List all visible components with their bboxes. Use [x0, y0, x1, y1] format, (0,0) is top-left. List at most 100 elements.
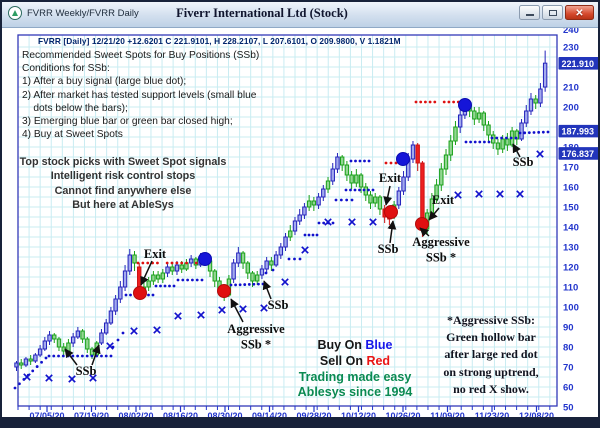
support-dot — [307, 233, 311, 237]
candlestick — [99, 329, 104, 345]
candlestick — [245, 261, 250, 279]
candlestick — [236, 247, 241, 267]
support-dot — [100, 354, 103, 358]
candlestick — [188, 255, 194, 267]
minimize-button[interactable] — [519, 5, 540, 20]
annotation-label: Aggressive — [412, 235, 470, 249]
support-dot — [362, 188, 366, 192]
candlestick — [519, 119, 524, 141]
candlestick — [415, 143, 420, 171]
annotation-label: SSb * — [426, 251, 456, 265]
candlestick — [349, 171, 354, 189]
close-icon: ✕ — [575, 7, 584, 19]
support-dot — [322, 221, 326, 225]
support-dot — [234, 283, 237, 287]
x-axis-label: 08/02/20 — [118, 411, 153, 421]
annotation: Exit — [379, 171, 402, 206]
x-axis-label: 12/08/20 — [519, 411, 554, 421]
ssb-conditions-note: Recommended Sweet Spots for Buy Position… — [22, 49, 259, 141]
candlestick — [325, 177, 331, 193]
stop-x-marker — [260, 304, 268, 312]
support-dot — [350, 198, 354, 202]
candlestick — [85, 337, 90, 353]
annotation: SSb — [262, 280, 288, 312]
y-axis-label: 90 — [563, 323, 574, 334]
support-dot — [271, 268, 275, 272]
aggressive-ssb-line: after large red dot — [444, 347, 538, 362]
candlestick — [354, 169, 359, 187]
support-dot — [186, 278, 190, 282]
x-axis: 07/05/20 07/19/20 08/02/20 08/16/20 08/30/20… — [17, 406, 554, 421]
buy-sell-line: Ablesys since 1994 — [283, 385, 427, 401]
x-axis-label: 10/12/20 — [341, 411, 376, 421]
candlestick — [155, 271, 161, 283]
candlestick — [542, 50, 548, 92]
price-highlight-badge — [558, 56, 598, 70]
candlestick — [28, 355, 33, 365]
resistance-dot — [156, 261, 159, 265]
y-axis-label: 100 — [563, 303, 579, 314]
promo-line: Cannot find anywhere else — [54, 184, 192, 197]
annotation: SSb — [378, 220, 398, 256]
ssb-conditions-line: Recommended Sweet Spots for Buy Position… — [22, 50, 260, 61]
candlestick — [401, 171, 406, 195]
candlestick — [42, 337, 48, 351]
stop-x-marker — [369, 218, 377, 226]
resistance-dot — [180, 261, 184, 265]
annotation-arrow — [512, 143, 521, 158]
support-dot — [349, 159, 353, 163]
stop-x-marker — [281, 278, 289, 286]
support-dot — [147, 293, 150, 297]
ssb-conditions-line: 4) Buy at Sweet Spots — [22, 129, 123, 141]
chart-title: Fiverr International Ltd (Stock) — [176, 6, 348, 20]
support-dot — [367, 188, 370, 192]
stop-x-marker — [454, 191, 462, 199]
candlestick — [457, 109, 463, 133]
y-axis-label: 50 — [563, 403, 574, 414]
support-dot — [339, 198, 343, 202]
support-dot — [514, 136, 518, 140]
stop-x-marker — [106, 342, 114, 350]
support-dot — [358, 188, 361, 192]
candlestick — [165, 263, 170, 277]
y-axis-label: 170 — [563, 163, 579, 174]
promo-line: Top stock picks with Sweet Spot signals — [19, 156, 227, 168]
stop-x-marker — [475, 190, 483, 198]
candlestick — [335, 153, 340, 173]
candlestick — [524, 105, 529, 127]
candlestick — [151, 271, 156, 285]
support-dot — [371, 188, 375, 192]
candlestick — [269, 257, 274, 271]
maximize-button[interactable] — [542, 5, 563, 20]
stop-x-marker — [218, 306, 226, 314]
aggressive-ssb-line: *Aggressive SSb: — [446, 313, 536, 327]
annotation-label: SSb — [76, 364, 97, 378]
y-axis-label: 140 — [563, 223, 579, 234]
support-dot — [495, 136, 499, 140]
promo-line: But here at AbleSys — [72, 198, 174, 211]
candlestick — [528, 93, 534, 115]
resistance-dot — [136, 261, 140, 265]
annotation-label: Exit — [144, 247, 167, 261]
support-dot — [345, 198, 349, 202]
resistance-dot — [442, 100, 446, 104]
support-dot — [363, 159, 366, 163]
support-dot — [317, 221, 321, 225]
support-dot — [546, 130, 550, 134]
support-dot — [181, 278, 185, 282]
support-dot — [518, 131, 522, 135]
price-highlight-label: 187.993 — [562, 127, 595, 137]
support-dot — [358, 159, 362, 163]
stop-x-marker — [45, 374, 53, 382]
support-dot — [252, 282, 256, 286]
support-dot — [527, 131, 531, 135]
resistance-dot — [384, 161, 388, 165]
stop-x-marker — [89, 374, 97, 382]
close-button[interactable]: ✕ — [565, 5, 594, 20]
buy-sell-line: Trading made easy — [283, 370, 427, 386]
y-axis-label: 70 — [563, 363, 574, 374]
candlestick — [160, 269, 166, 283]
support-dot — [523, 131, 527, 135]
support-dot — [200, 278, 204, 282]
